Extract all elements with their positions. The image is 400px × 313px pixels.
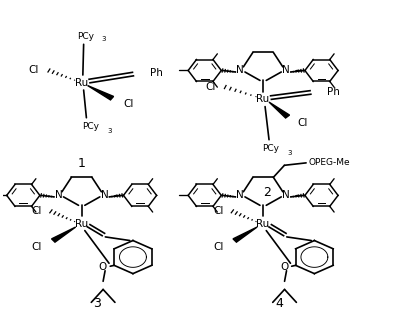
- Text: N: N: [282, 65, 290, 75]
- Text: N: N: [236, 65, 244, 75]
- Text: PCy: PCy: [82, 122, 99, 131]
- Text: Ph: Ph: [150, 69, 163, 79]
- Text: Cl: Cl: [205, 82, 215, 92]
- Text: 4: 4: [275, 297, 283, 310]
- Text: Cl: Cl: [213, 206, 223, 216]
- Text: 2: 2: [263, 186, 271, 199]
- Polygon shape: [88, 85, 114, 100]
- Text: Cl: Cl: [213, 242, 224, 252]
- Text: 3: 3: [107, 128, 112, 134]
- Text: PCy: PCy: [77, 32, 94, 41]
- Text: Ru: Ru: [75, 219, 88, 229]
- Polygon shape: [52, 227, 76, 242]
- Text: Cl: Cl: [298, 118, 308, 128]
- Text: OPEG-Me: OPEG-Me: [309, 158, 350, 167]
- Text: PCy: PCy: [262, 144, 280, 153]
- Text: Ru: Ru: [256, 94, 270, 104]
- Text: N: N: [282, 190, 290, 200]
- Polygon shape: [269, 102, 290, 118]
- Text: O: O: [280, 262, 288, 272]
- Text: Ph: Ph: [328, 87, 340, 97]
- Text: 3: 3: [94, 297, 101, 310]
- Polygon shape: [233, 227, 257, 242]
- Text: 1: 1: [78, 157, 86, 170]
- Text: Ru: Ru: [256, 219, 270, 229]
- Text: Cl: Cl: [32, 242, 42, 252]
- Text: Ru: Ru: [75, 78, 88, 88]
- Text: Cl: Cl: [32, 206, 42, 216]
- Text: 3: 3: [102, 37, 106, 43]
- Text: Cl: Cl: [29, 65, 39, 75]
- Text: Cl: Cl: [123, 99, 134, 109]
- Text: N: N: [55, 190, 63, 200]
- Text: N: N: [101, 190, 108, 200]
- Text: N: N: [236, 190, 244, 200]
- Text: 3: 3: [287, 150, 292, 156]
- Text: O: O: [99, 262, 107, 272]
